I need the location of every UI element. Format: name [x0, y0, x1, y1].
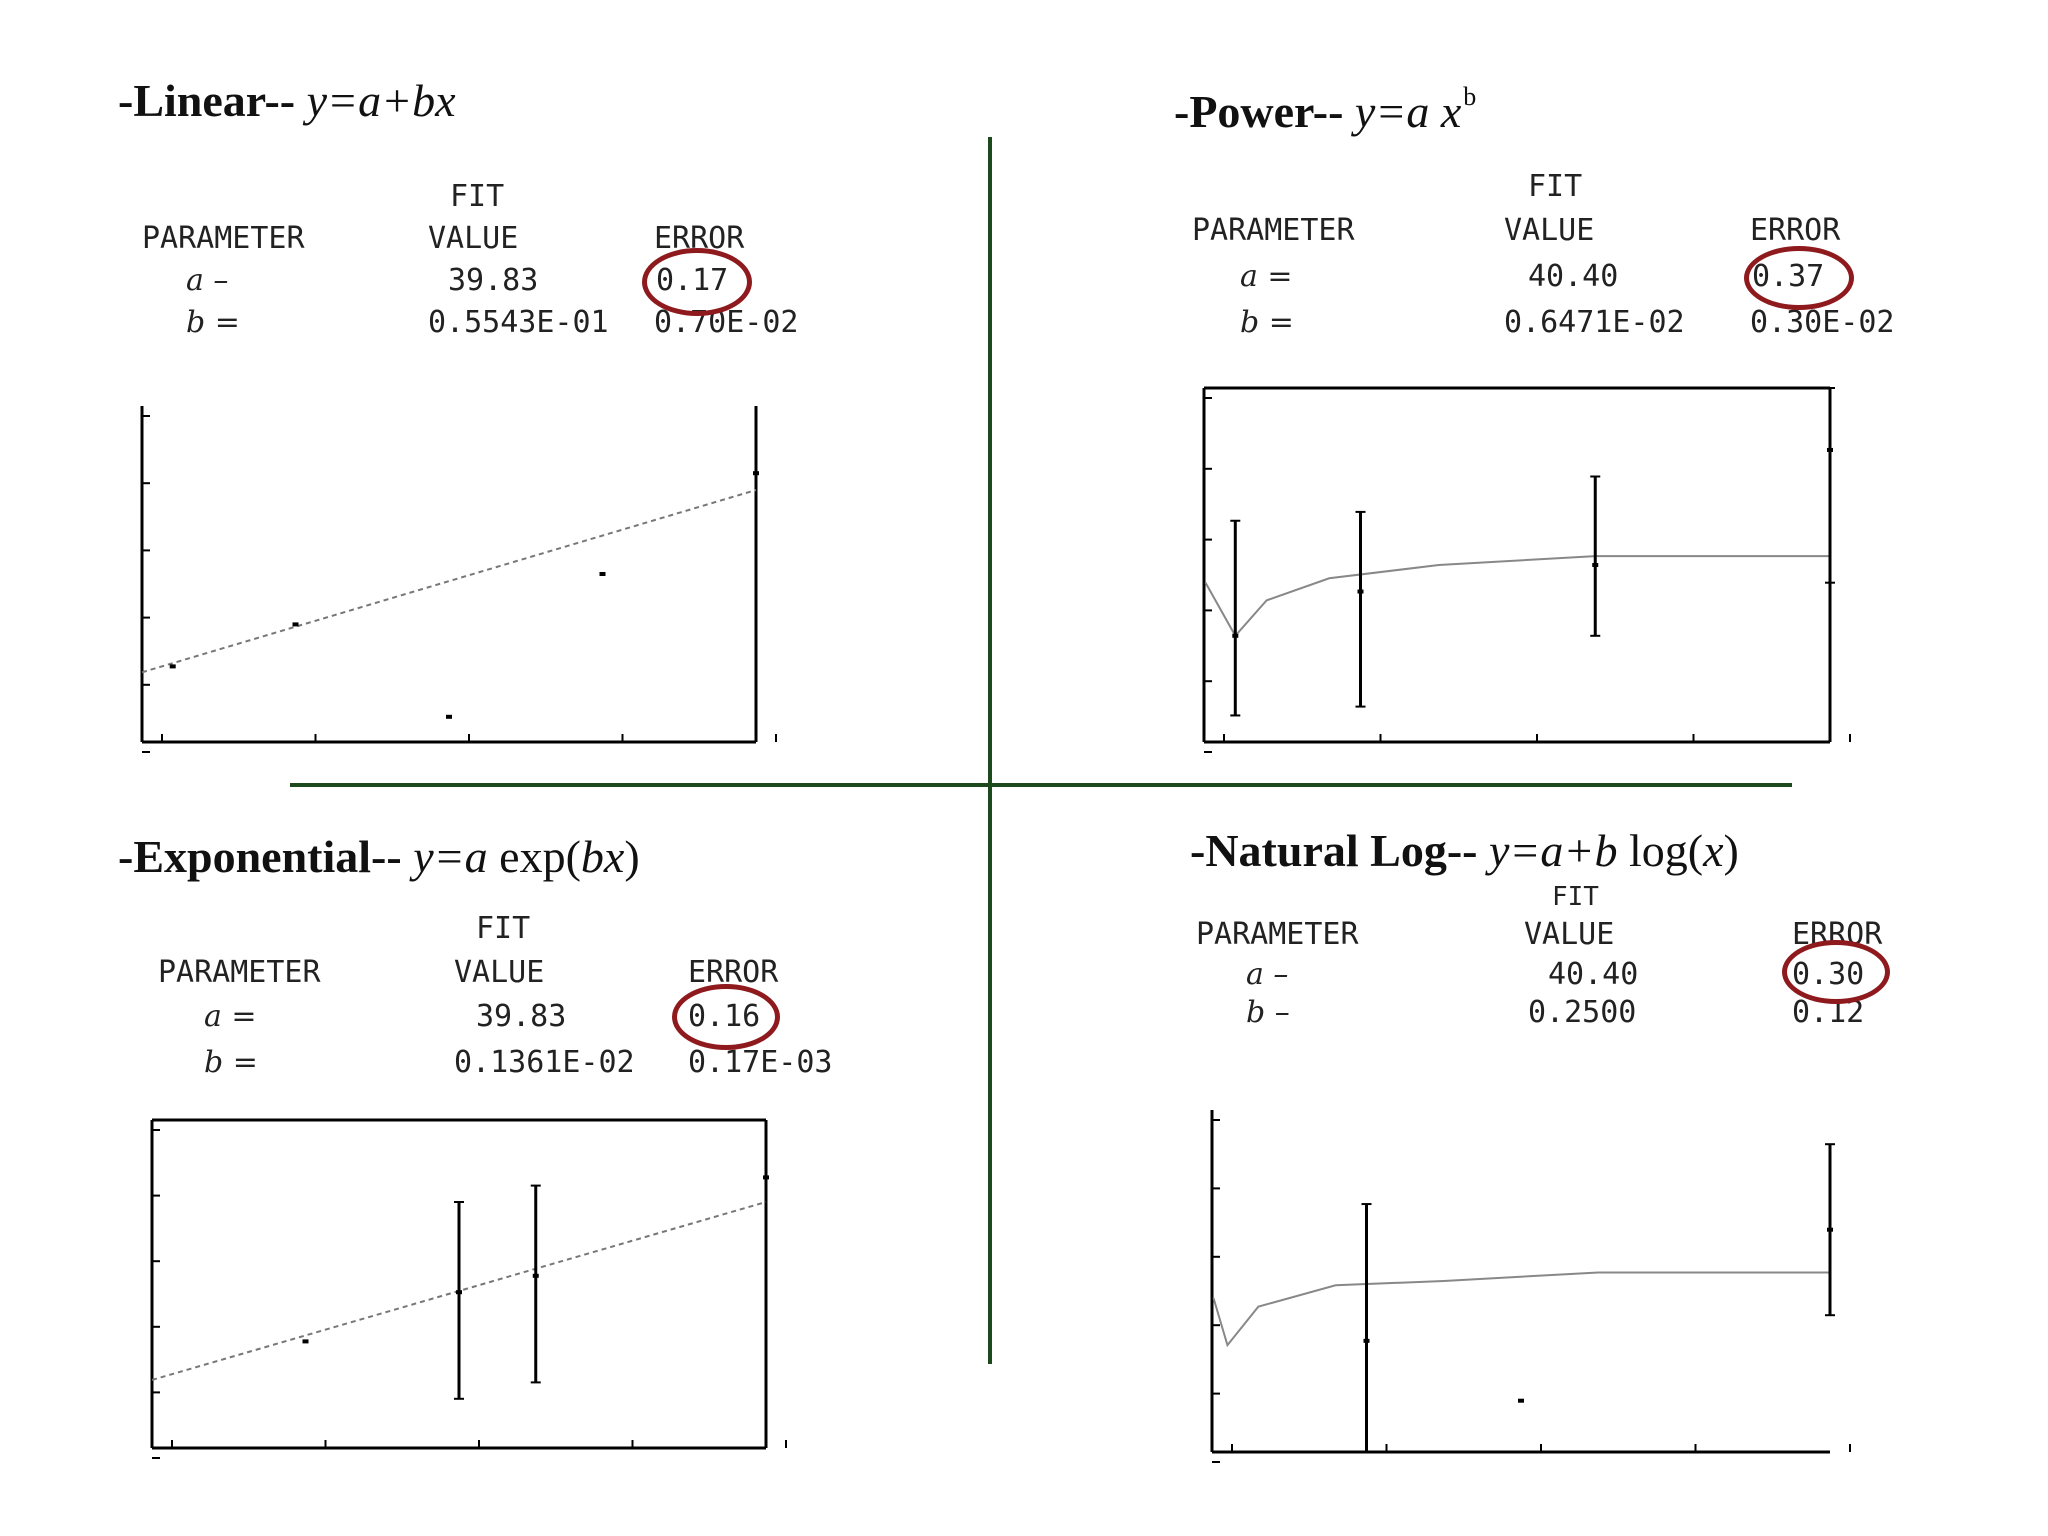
param-b-value: 0.6471E-02: [1504, 305, 1685, 340]
data-point: [292, 622, 299, 627]
header-parameter: PARAMETER: [158, 955, 321, 990]
param-b-value: 0.2500: [1528, 995, 1637, 1030]
power-error-highlight: [1744, 246, 1854, 310]
header-value: VALUE: [454, 955, 545, 990]
data-point: [446, 714, 452, 719]
data-point: [1363, 1338, 1370, 1343]
data-point: [1518, 1398, 1524, 1403]
natural-log-title: -Natural Log-- y=a+b log(x): [1190, 825, 1739, 876]
param-a-value: 40.40: [1548, 957, 1639, 992]
param-b-label: b –: [1246, 995, 1290, 1030]
header-fit: FIT: [450, 179, 505, 214]
param-a-label: a –: [1246, 957, 1289, 992]
linear-title: -Linear-- y=a+bx: [118, 75, 456, 126]
data-point: [763, 1175, 769, 1180]
exponential-fit-plot: [150, 1118, 787, 1459]
header-value: VALUE: [1524, 917, 1615, 952]
power-fit-plot: [1202, 386, 1851, 753]
header-parameter: PARAMETER: [1192, 213, 1355, 248]
exponential-title: -Exponential-- y=a exp(bx): [118, 831, 640, 882]
param-b-label: b =: [204, 1045, 258, 1080]
param-b-label: b =: [186, 305, 240, 340]
fit-curve: [1204, 555, 1830, 638]
header-value: VALUE: [1504, 213, 1595, 248]
data-point: [599, 572, 606, 576]
param-b-label: b =: [1240, 305, 1294, 340]
horizontal-divider: [290, 783, 1792, 787]
header-fit: FIT: [1528, 169, 1583, 204]
header-parameter: PARAMETER: [142, 221, 305, 256]
vertical-divider: [988, 137, 992, 1364]
header-error: ERROR: [688, 955, 779, 990]
param-a-value: 39.83: [448, 263, 539, 298]
param-a-label: a =: [204, 999, 257, 1034]
param-a-value: 39.83: [476, 999, 567, 1034]
exponential-error-highlight: [672, 984, 780, 1050]
param-b-error: 0.17E-03: [688, 1045, 833, 1080]
param-b-value: 0.1361E-02: [454, 1045, 635, 1080]
data-point: [753, 471, 759, 476]
data-point: [1592, 563, 1599, 567]
data-point: [532, 1273, 539, 1278]
data-point: [456, 1290, 462, 1295]
header-error: ERROR: [1750, 213, 1841, 248]
data-point: [1827, 1227, 1833, 1232]
linear-fit-plot: [140, 406, 777, 753]
data-point: [1232, 633, 1239, 638]
param-b-error: 0.30E-02: [1750, 305, 1895, 340]
data-point: [302, 1339, 309, 1344]
param-a-value: 40.40: [1528, 259, 1619, 294]
data-point: [1357, 589, 1364, 594]
fit-curve: [141, 489, 757, 674]
param-a-label: a =: [1240, 259, 1293, 294]
linear-error-highlight: [642, 248, 752, 316]
header-fit: FIT: [476, 911, 531, 946]
param-a-label: a –: [186, 263, 229, 298]
fit-curve: [1212, 1271, 1830, 1348]
header-parameter: PARAMETER: [1196, 917, 1359, 952]
header-fit: FIT: [1552, 882, 1599, 912]
param-b-value: 0.5543E-01: [428, 305, 609, 340]
data-point: [1827, 447, 1833, 452]
header-value: VALUE: [428, 221, 519, 256]
natural-log-error-highlight: [1782, 940, 1890, 1004]
power-title: -Power-- y=a xb: [1174, 82, 1477, 137]
data-point: [169, 664, 176, 669]
natural-log-fit-plot: [1210, 1110, 1851, 1463]
